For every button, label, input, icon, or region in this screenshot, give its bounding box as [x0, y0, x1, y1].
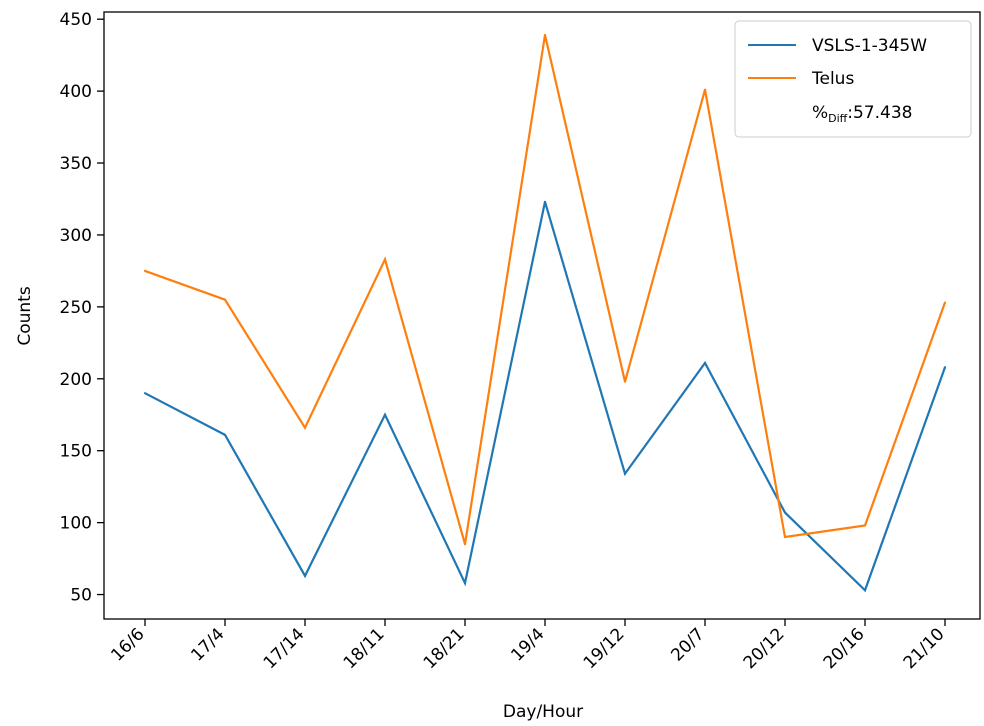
data-point: [383, 258, 387, 261]
y-tick-label: 300: [60, 226, 92, 246]
y-tick-label: 400: [60, 82, 92, 102]
data-point: [703, 361, 707, 365]
x-tick-label: 19/4: [507, 624, 548, 665]
x-tick-label: 18/21: [420, 624, 469, 673]
data-point: [543, 200, 547, 203]
data-point: [623, 380, 627, 383]
data-point: [543, 33, 547, 37]
data-point: [863, 524, 867, 527]
legend-diff-entry: %Diff:57.438: [812, 103, 912, 125]
legend-diff-value: :57.438: [847, 103, 912, 123]
x-tick-label: 17/14: [260, 624, 309, 673]
y-axis-title: Counts: [15, 286, 35, 345]
data-point: [783, 535, 787, 539]
legend-diff-subscript: Diff: [828, 112, 848, 125]
x-tick-label: 16/6: [107, 624, 148, 665]
y-tick-label: 250: [60, 298, 92, 318]
data-point: [863, 589, 867, 592]
x-axis-title: Day/Hour: [503, 702, 583, 722]
data-point: [383, 413, 387, 416]
data-point: [703, 88, 707, 91]
data-point: [783, 511, 787, 514]
data-point: [943, 301, 947, 304]
series-lines: [143, 33, 947, 593]
y-tick-label: 50: [70, 586, 92, 606]
x-tick-label: 19/12: [580, 624, 629, 673]
y-tick-label: 350: [60, 154, 92, 174]
data-point: [623, 472, 627, 475]
legend: VSLS-1-345W Telus %Diff:57.438: [734, 20, 972, 138]
y-tick-label: 150: [60, 442, 92, 462]
x-axis: 16/6 17/4 17/14 18/11 18/21 19/4 19/12 20/7 20/1…: [107, 619, 949, 673]
x-tick-label: 17/4: [187, 624, 228, 665]
x-tick-label: 20/7: [667, 624, 708, 665]
data-point: [223, 298, 227, 301]
data-point: [303, 426, 307, 429]
data-point: [303, 574, 307, 577]
y-tick-label: 450: [60, 10, 92, 30]
data-point: [463, 581, 467, 585]
data-point: [223, 433, 227, 436]
x-tick-label: 18/11: [340, 624, 389, 673]
y-tick-label: 100: [60, 514, 92, 534]
data-point: [143, 392, 147, 395]
x-tick-label: 20/16: [820, 624, 869, 673]
legend-label-vsls: VSLS-1-345W: [812, 36, 927, 56]
legend-diff-prefix: %: [812, 103, 828, 123]
y-tick-label: 200: [60, 370, 92, 390]
legend-box: [734, 20, 972, 138]
data-point: [943, 366, 947, 369]
data-point: [463, 543, 467, 546]
x-tick-label: 21/10: [900, 624, 949, 673]
x-tick-label: 20/12: [740, 624, 789, 673]
y-axis: 50 100 150 200 250 300 350 400 450: [60, 10, 104, 606]
legend-label-telus: Telus: [811, 69, 854, 89]
data-point: [143, 269, 147, 273]
